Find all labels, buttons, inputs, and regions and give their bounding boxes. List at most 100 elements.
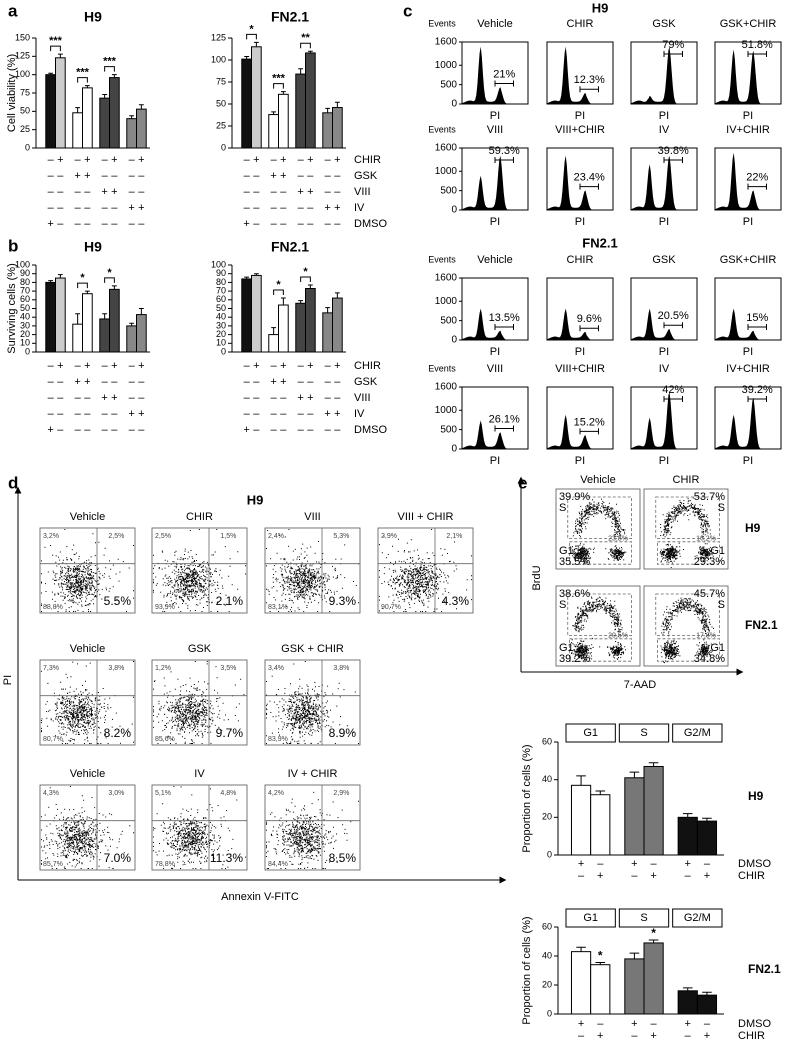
gate-bracket <box>663 322 683 329</box>
condition-sign: + <box>334 154 340 166</box>
quadrant-lr: 9.3% <box>329 594 357 608</box>
bar <box>332 297 343 353</box>
error-bar <box>57 274 63 279</box>
x-axis-label: PI <box>575 455 585 467</box>
condition-sign: + <box>597 870 603 882</box>
condition-sign: – <box>84 218 91 230</box>
panel-letter: c <box>403 1 412 20</box>
condition-sign: + <box>704 1030 710 1041</box>
gate-bracket <box>579 325 599 332</box>
condition-sign: + <box>57 154 63 166</box>
gate <box>569 541 633 565</box>
bar <box>72 112 83 149</box>
s-label: S <box>718 502 725 514</box>
plot-frame <box>151 527 248 614</box>
group-header-box <box>618 723 670 743</box>
gate-percent: 21% <box>493 68 515 80</box>
dot-cloud <box>659 497 715 568</box>
plot-frame <box>264 659 361 746</box>
condition-sign: – <box>334 424 341 436</box>
condition-name: DMSO <box>738 1018 771 1030</box>
histogram-title: GSK <box>652 254 676 266</box>
quadrant-lr: 2.1% <box>216 594 244 608</box>
error-bar <box>102 93 108 99</box>
plot-title: Vehicle <box>70 768 105 780</box>
condition-sign: – <box>75 154 82 166</box>
y-tick-label: 1000 <box>435 296 458 307</box>
condition-sign: – <box>129 170 136 182</box>
g2-percent: 23,8% <box>608 535 628 542</box>
condition-sign: + <box>243 218 249 230</box>
condition-sign: + <box>138 408 144 420</box>
condition-sign: – <box>48 360 55 372</box>
quadrant-ul: 3,4% <box>268 665 284 672</box>
quadrant-ll: 83,9% <box>268 736 288 743</box>
quadrant-ur: 3,8% <box>108 665 124 672</box>
error-bar <box>307 50 313 53</box>
error-bar <box>84 85 90 88</box>
gate-bracket <box>494 80 514 87</box>
condition-sign: – <box>253 186 260 198</box>
condition-sign: + <box>650 1030 656 1041</box>
bar <box>590 964 611 1015</box>
y-axis-label: BrdU <box>531 565 543 590</box>
condition-sign: + <box>47 218 53 230</box>
y-tick-label: 1000 <box>435 405 458 416</box>
group-header-box <box>565 723 616 743</box>
gate-percent: 9.6% <box>577 313 602 325</box>
quadrant-ul: 2,9% <box>381 533 397 540</box>
condition-sign: + <box>243 424 249 436</box>
y-tick-label: 80 <box>216 277 226 287</box>
y-tick-label: 20 <box>216 329 226 339</box>
histogram <box>547 46 613 104</box>
x-axis-label: PI <box>659 455 669 467</box>
bar <box>332 107 343 149</box>
histogram-title: VIII+CHIR <box>555 124 605 136</box>
quadrant-ll: 83,1% <box>268 604 288 611</box>
y-tick-label: 1600 <box>435 273 458 284</box>
gate-percent: 59.3% <box>489 145 520 157</box>
y-tick-label: 500 <box>440 185 457 196</box>
bar <box>241 58 252 149</box>
error-bar <box>629 771 640 778</box>
dot-cloud <box>266 661 359 744</box>
quadrant-ur: 4,8% <box>220 790 236 797</box>
gate <box>657 638 721 662</box>
quadrant-ul: 3,2% <box>43 533 59 540</box>
plot-title: CHIR <box>186 511 213 523</box>
quadrant-ur: 2,5% <box>108 533 124 540</box>
error-bar <box>307 284 313 289</box>
condition-sign: – <box>253 424 260 436</box>
y-tick-label: 50 <box>216 98 226 108</box>
condition-sign: + <box>324 202 330 214</box>
histogram-title: IV <box>659 124 670 136</box>
g1-percent: 39.2% <box>559 653 590 665</box>
plot-frame <box>39 527 136 614</box>
condition-sign: – <box>57 408 64 420</box>
group-header: G2/M <box>684 912 711 924</box>
error-bar <box>595 790 606 795</box>
g2-percent: 17,8% <box>696 632 716 639</box>
condition-sign: + <box>334 360 340 372</box>
histogram-title: VIII <box>487 124 504 136</box>
condition-sign: + <box>84 154 90 166</box>
gate <box>655 496 721 539</box>
x-axis-label: PI <box>575 216 585 228</box>
y-axis-label: Events <box>428 363 456 373</box>
significance-bracket <box>104 277 115 283</box>
condition-sign: – <box>271 154 278 166</box>
condition-sign: – <box>334 186 341 198</box>
y-tick-label: 1600 <box>435 143 458 154</box>
dot-cloud <box>571 498 627 564</box>
condition-sign: – <box>685 870 692 882</box>
chart-title: H9 <box>84 9 102 25</box>
condition-sign: – <box>244 170 251 182</box>
y-tick-label: 75 <box>20 87 30 97</box>
significance-label: * <box>249 23 254 35</box>
condition-sign: + <box>74 376 80 388</box>
condition-sign: – <box>138 392 145 404</box>
condition-sign: – <box>75 392 82 404</box>
y-tick-label: 100 <box>15 259 30 269</box>
bar <box>322 112 333 149</box>
condition-sign: – <box>129 392 136 404</box>
